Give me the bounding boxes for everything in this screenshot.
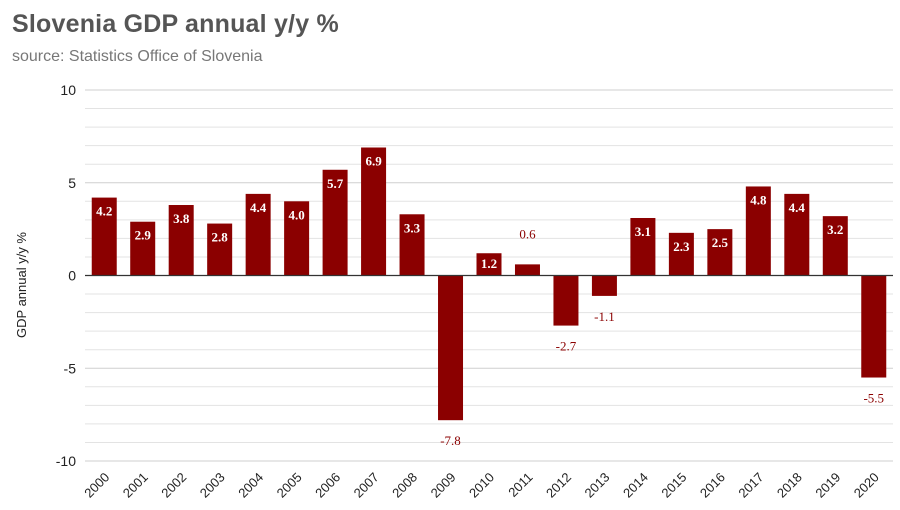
x-tick-label: 2007 [351,470,382,501]
x-tick-label: 2012 [543,470,574,501]
x-tick-label: 2009 [428,470,459,501]
x-tick-label: 2006 [312,470,343,501]
y-tick-label: 0 [68,268,76,284]
x-tick-label: 2004 [235,470,266,501]
x-tick-label: 2019 [812,470,843,501]
bar-2002 [168,205,194,276]
value-label-2014: 3.1 [635,224,651,239]
value-label-2007: 6.9 [365,154,382,169]
value-label-2016: 2.5 [712,235,729,250]
bar-2004 [245,193,271,276]
value-labels: 4.2 2.9 3.8 2.8 4.4 4.0 5.7 6.9 3.3 -7.8 1.2 0.6 -2.… [96,154,884,449]
value-label-2000: 4.2 [96,204,112,219]
value-label-2011: 0.6 [519,226,536,241]
bar-2013 [591,275,617,296]
y-axis-label: GDP annual y/y % [14,232,29,338]
x-tick-label: 2015 [658,470,689,501]
y-tick-label: 10 [60,82,76,98]
y-tick-label: -10 [56,453,76,469]
value-label-2004: 4.4 [250,200,267,215]
x-tick-label: 2016 [697,470,728,501]
bar-2011 [514,264,540,276]
value-label-2019: 3.2 [827,222,843,237]
x-tick-label: 2014 [620,470,651,501]
x-tick-label: 2000 [81,470,112,501]
value-label-2001: 2.9 [135,228,152,243]
bar-2007 [361,147,387,276]
bar-2006 [322,169,348,276]
x-tick-label: 2005 [274,470,305,501]
chart-subtitle: source: Statistics Office of Slovenia [12,48,263,65]
x-tick-label: 2003 [197,470,228,501]
bar-2009 [438,275,464,421]
value-label-2009: -7.8 [440,433,461,448]
bar-2015 [668,232,694,276]
x-tick-label: 2017 [735,470,766,501]
bar-2010 [476,253,502,276]
value-label-2020: -5.5 [863,391,884,406]
x-tick-label: 2020 [851,470,882,501]
bar-2016 [707,229,733,276]
bar-2008 [399,214,425,276]
bar-2014 [630,217,656,276]
bar-2020 [861,275,887,378]
value-label-2008: 3.3 [404,220,421,235]
x-tick-label: 2002 [158,470,189,501]
x-tick-label: 2018 [774,470,805,501]
x-tick-label: 2008 [389,470,420,501]
value-label-2017: 4.8 [750,192,767,207]
axes: 10 5 0 -5 -10 2000 2001 2002 2003 2004 2005 2006 200… [56,82,893,501]
x-tick-label: 2011 [505,470,535,500]
bar-2018 [784,193,810,276]
x-tick-label: 2001 [120,470,151,501]
x-tick-label: 2010 [466,470,497,501]
value-label-2005: 4.0 [288,207,304,222]
bar-2019 [822,216,848,276]
bars [91,147,887,421]
value-label-2012: -2.7 [556,339,577,354]
bar-2017 [745,186,771,276]
bar-2000 [91,197,117,276]
value-label-2002: 3.8 [173,211,190,226]
value-label-2006: 5.7 [327,176,344,191]
chart-title: Slovenia GDP annual y/y % [12,10,339,38]
value-label-2013: -1.1 [594,309,615,324]
x-tick-label: 2013 [581,470,612,501]
value-label-2010: 1.2 [481,256,497,271]
y-tick-label: 5 [68,175,76,191]
bar-2001 [130,221,156,276]
y-tick-label: -5 [64,360,77,376]
value-label-2018: 4.4 [789,200,806,215]
bar-2005 [284,201,310,276]
value-label-2003: 2.8 [212,230,229,245]
bar-2012 [553,275,579,326]
value-label-2015: 2.3 [673,239,690,254]
bar-2003 [207,223,233,276]
